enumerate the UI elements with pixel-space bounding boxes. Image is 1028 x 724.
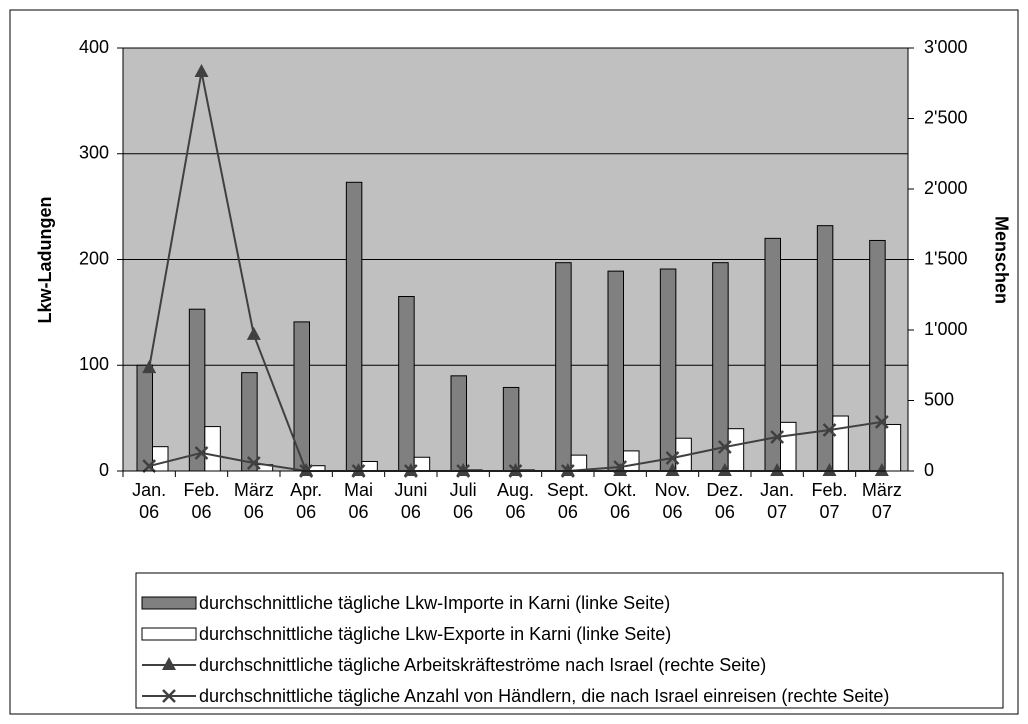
bar bbox=[555, 262, 572, 472]
bar bbox=[712, 262, 729, 472]
x-tick-label: Juli 06 bbox=[449, 480, 477, 522]
marker bbox=[822, 423, 837, 437]
bar bbox=[188, 308, 206, 472]
marker bbox=[770, 463, 785, 476]
y-tick-label: 400 bbox=[79, 37, 109, 57]
bar bbox=[293, 321, 310, 472]
marker bbox=[142, 360, 157, 374]
bar bbox=[502, 386, 520, 472]
marker bbox=[246, 326, 261, 340]
bar bbox=[136, 364, 153, 472]
y2-tick-label: 500 bbox=[924, 389, 954, 409]
bar bbox=[152, 446, 169, 472]
marker bbox=[874, 415, 889, 429]
bar bbox=[607, 270, 624, 472]
marker bbox=[246, 456, 261, 470]
legend-label: durchschnittliche tägliche Anzahl von Hä… bbox=[199, 686, 889, 706]
legend-label: durchschnittliche tägliche Lkw-Exporte i… bbox=[199, 624, 671, 644]
marker bbox=[717, 440, 732, 454]
x-tick-label: Nov. 06 bbox=[654, 480, 691, 522]
marker bbox=[142, 459, 157, 473]
marker bbox=[665, 451, 680, 465]
x-tick-label: Mai 06 bbox=[343, 480, 373, 522]
legend-marker bbox=[162, 689, 176, 703]
y2-tick-label: 2'000 bbox=[924, 178, 967, 198]
x-tick-label: Sept. 06 bbox=[546, 480, 589, 522]
legend-box bbox=[135, 572, 1004, 709]
legend-marker bbox=[162, 657, 176, 670]
x-tick-label: Feb. 06 bbox=[183, 480, 220, 522]
bar bbox=[345, 181, 363, 472]
bar bbox=[413, 456, 431, 472]
x-tick-label: Jan. 07 bbox=[760, 480, 795, 522]
marker bbox=[770, 430, 785, 444]
marker bbox=[717, 463, 732, 476]
bar bbox=[869, 239, 886, 472]
y2-tick-label: 1'500 bbox=[924, 248, 967, 268]
y2-axis-title: Menschen bbox=[991, 216, 1011, 304]
y2-tick-label: 3'000 bbox=[924, 37, 967, 57]
x-tick-label: Okt. 06 bbox=[603, 480, 637, 522]
bar bbox=[398, 296, 415, 472]
x-tick-label: Dez. 06 bbox=[706, 480, 744, 522]
x-tick-label: März 06 bbox=[233, 480, 274, 522]
x-tick-label: Juni 06 bbox=[394, 480, 428, 522]
y-tick-label: 100 bbox=[79, 354, 109, 374]
y2-tick-label: 2'500 bbox=[924, 107, 967, 127]
y2-tick-label: 0 bbox=[924, 460, 934, 480]
bar bbox=[659, 268, 677, 472]
y-axis-title: Lkw-Ladungen bbox=[35, 197, 55, 324]
bar bbox=[780, 421, 797, 472]
y-tick-label: 0 bbox=[99, 460, 109, 480]
marker bbox=[665, 463, 680, 476]
legend-label: durchschnittliche tägliche Lkw-Importe i… bbox=[199, 593, 670, 613]
bar bbox=[884, 423, 902, 472]
marker bbox=[194, 446, 209, 460]
legend-swatch bbox=[141, 596, 197, 610]
marker bbox=[822, 463, 837, 476]
x-tick-label: Jan. 06 bbox=[132, 480, 167, 522]
marker bbox=[613, 463, 628, 476]
y2-tick-label: 1'000 bbox=[924, 319, 967, 339]
x-tick-label: Feb. 07 bbox=[811, 480, 848, 522]
legend-swatch bbox=[141, 627, 197, 641]
legend-label: durchschnittliche tägliche Arbeitskräfte… bbox=[199, 655, 766, 675]
y-tick-label: 200 bbox=[79, 248, 109, 268]
bar bbox=[570, 454, 588, 472]
bar bbox=[727, 428, 745, 472]
bar bbox=[241, 372, 258, 472]
x-tick-label: Apr. 06 bbox=[290, 480, 323, 522]
y-tick-label: 300 bbox=[79, 143, 109, 163]
x-tick-label: Aug. 06 bbox=[496, 480, 535, 522]
marker bbox=[874, 463, 889, 476]
marker bbox=[194, 63, 209, 77]
bar bbox=[450, 375, 467, 472]
x-tick-label: März 07 bbox=[861, 480, 902, 522]
